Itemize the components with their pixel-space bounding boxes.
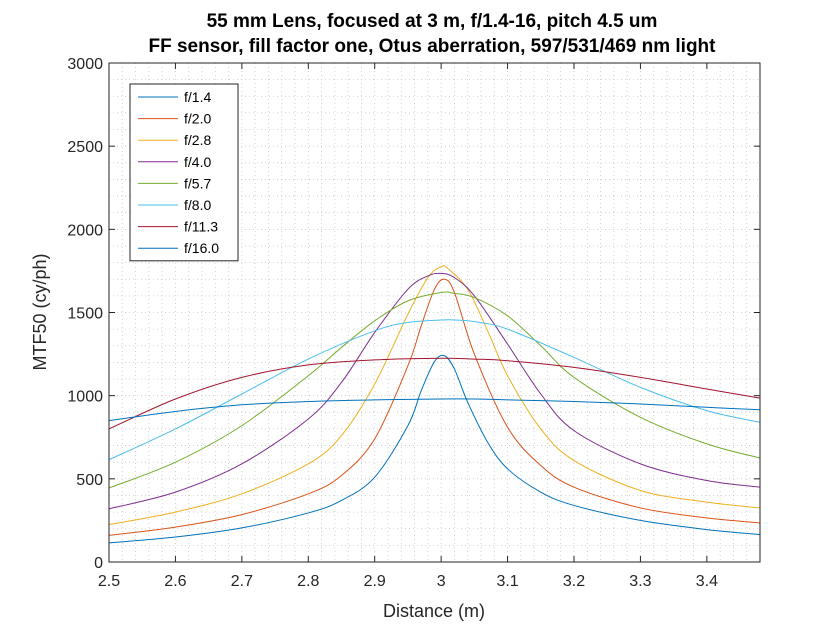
y-tick-label: 1000 (67, 389, 103, 406)
y-tick-label: 2000 (67, 222, 103, 239)
x-tick-label: 2.7 (231, 573, 253, 590)
x-tick-label: 2.5 (98, 573, 120, 590)
series-line-3 (108, 272, 761, 510)
series-line-0 (108, 354, 761, 544)
series-line-4 (108, 291, 761, 489)
series-lines (108, 265, 761, 544)
x-tick-label: 3.4 (696, 573, 718, 590)
y-tick-label: 1500 (67, 306, 103, 323)
chart-title-line-1: 55 mm Lens, focused at 3 m, f/1.4-16, pi… (207, 11, 658, 32)
y-tick-label: 3000 (67, 56, 103, 73)
legend-entry-label: f/11.3 (184, 219, 218, 235)
x-tick-label: 2.9 (364, 573, 386, 590)
series-line-1 (108, 278, 761, 536)
legend-entry-label: f/1.4 (184, 89, 211, 105)
legend-entry-label: f/5.7 (184, 175, 211, 191)
x-tick-label: 2.8 (297, 573, 319, 590)
legend-entry-label: f/16.0 (184, 240, 219, 256)
x-tick-label: 3.1 (496, 573, 518, 590)
legend-entry-label: f/4.0 (184, 154, 211, 170)
legend-box (129, 83, 239, 262)
y-tick-label: 0 (94, 555, 103, 572)
y-tick-label: 500 (76, 472, 103, 489)
legend: f/1.4 f/2.0 f/2.8 f/4.0 f/5.7 f/8.0 f/11.3 f/16… (129, 83, 239, 262)
y-axis-label: MTF50 (cy/ph) (30, 253, 50, 370)
legend-entry-label: f/8.0 (184, 197, 211, 213)
x-axis-label: Distance (m) (383, 601, 485, 621)
legend-entry-label: f/2.0 (184, 111, 211, 127)
series-line-7 (108, 398, 761, 422)
legend-entry-label: f/2.8 (184, 132, 211, 148)
series-line-2 (108, 265, 761, 526)
x-tick-label: 3.2 (563, 573, 585, 590)
y-tick-label: 2500 (67, 139, 103, 156)
x-tick-label: 2.6 (164, 573, 186, 590)
series-line-5 (108, 319, 761, 461)
axis-ticks: 2.5 2.6 2.7 2.8 2.9 3 3.1 3.2 3.3 3.4 0 500 1000 1500… (67, 56, 760, 590)
x-tick-label: 3.3 (629, 573, 651, 590)
chart-title-line-2: FF sensor, fill factor one, Otus aberrat… (149, 36, 717, 57)
series-line-6 (108, 357, 761, 430)
x-tick-label: 3 (437, 573, 446, 590)
